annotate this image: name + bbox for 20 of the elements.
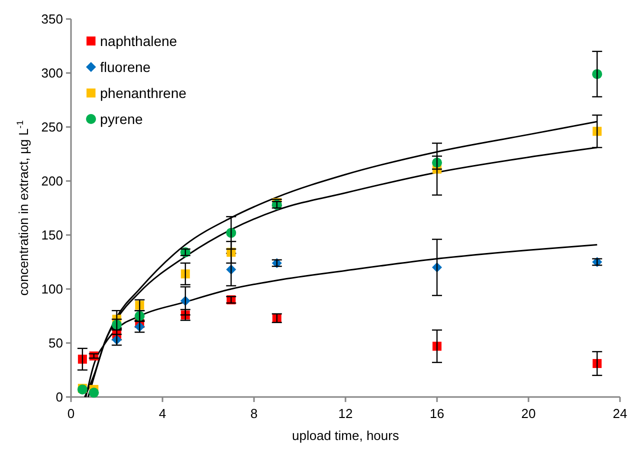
- y-tick-label: 250: [41, 120, 63, 135]
- y-tick-label: 150: [41, 228, 63, 243]
- y-tick-label: 100: [41, 282, 63, 297]
- x-tick-label: 4: [158, 406, 166, 421]
- y-tick-label: 0: [56, 390, 63, 405]
- y-tick-label: 350: [41, 12, 63, 27]
- y-tick-label: 200: [41, 174, 63, 189]
- x-tick-label: 16: [430, 406, 444, 421]
- x-tick-label: 8: [250, 406, 258, 421]
- y-tick-label: 50: [48, 336, 63, 351]
- legend-label: pyrene: [100, 110, 144, 127]
- x-tick-label: 12: [338, 406, 353, 421]
- x-tick-label: 0: [67, 406, 75, 421]
- legend-label: phenanthrene: [100, 84, 187, 101]
- x-tick-label: 24: [612, 406, 628, 421]
- legend-label: fluorene: [100, 58, 151, 75]
- legend-label: naphthalene: [100, 32, 178, 49]
- x-tick-label: 20: [521, 406, 536, 421]
- x-axis-title: upload time, hours: [292, 428, 400, 443]
- y-tick-label: 300: [41, 66, 63, 81]
